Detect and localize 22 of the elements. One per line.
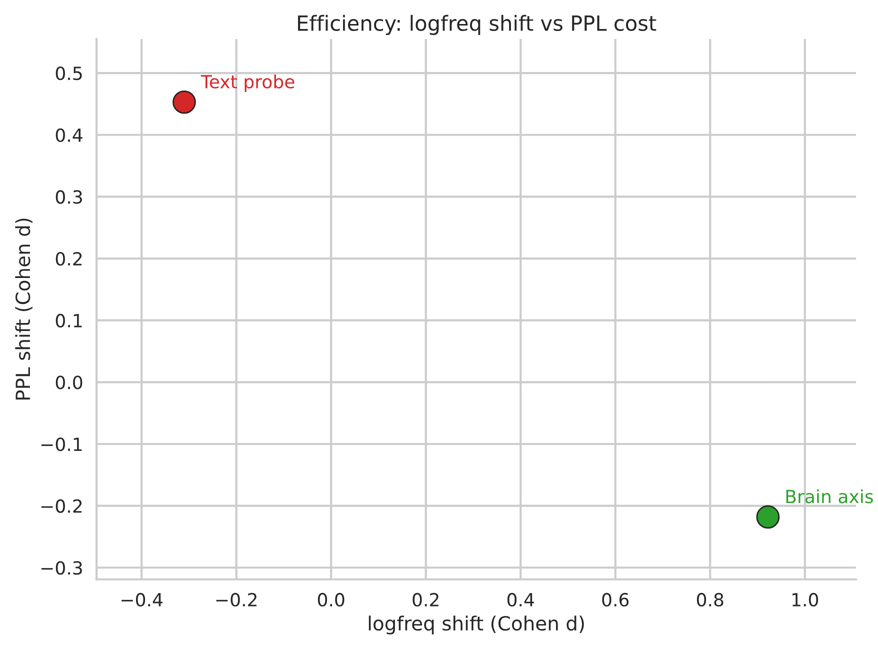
- x-tick-label: 0.0: [318, 592, 344, 607]
- y-tick-label: −0.2: [41, 499, 82, 513]
- series-label: Brain axis: [786, 489, 873, 504]
- x-tick-label: 1.0: [792, 592, 818, 607]
- series-label: Text probe: [200, 74, 294, 92]
- x-tick-label: −0.2: [216, 592, 256, 607]
- x-tick-label: 0.2: [412, 592, 438, 607]
- x-tick-label: 0.6: [602, 592, 629, 607]
- y-axis-title: PPL shift (Cohen d): [15, 218, 33, 400]
- y-tick-label: 0.4: [56, 128, 82, 142]
- y-tick-label: 0.0: [56, 376, 82, 390]
- y-tick-label: −0.1: [41, 437, 82, 452]
- y-tick-label: 0.2: [56, 252, 82, 266]
- x-tick-label: 0.4: [507, 592, 534, 607]
- x-axis-title: logfreq shift (Cohen d): [368, 616, 584, 634]
- x-tick-label: 0.8: [696, 592, 724, 607]
- x-tick-label: −0.4: [122, 592, 162, 607]
- y-tick-label: 0.5: [56, 66, 82, 80]
- y-tick-label: −0.3: [41, 561, 82, 575]
- y-tick-label: 0.3: [56, 190, 82, 204]
- chart-title: Efficiency: logfreq shift vs PPL cost: [298, 14, 656, 36]
- y-tick-label: 0.1: [56, 314, 82, 328]
